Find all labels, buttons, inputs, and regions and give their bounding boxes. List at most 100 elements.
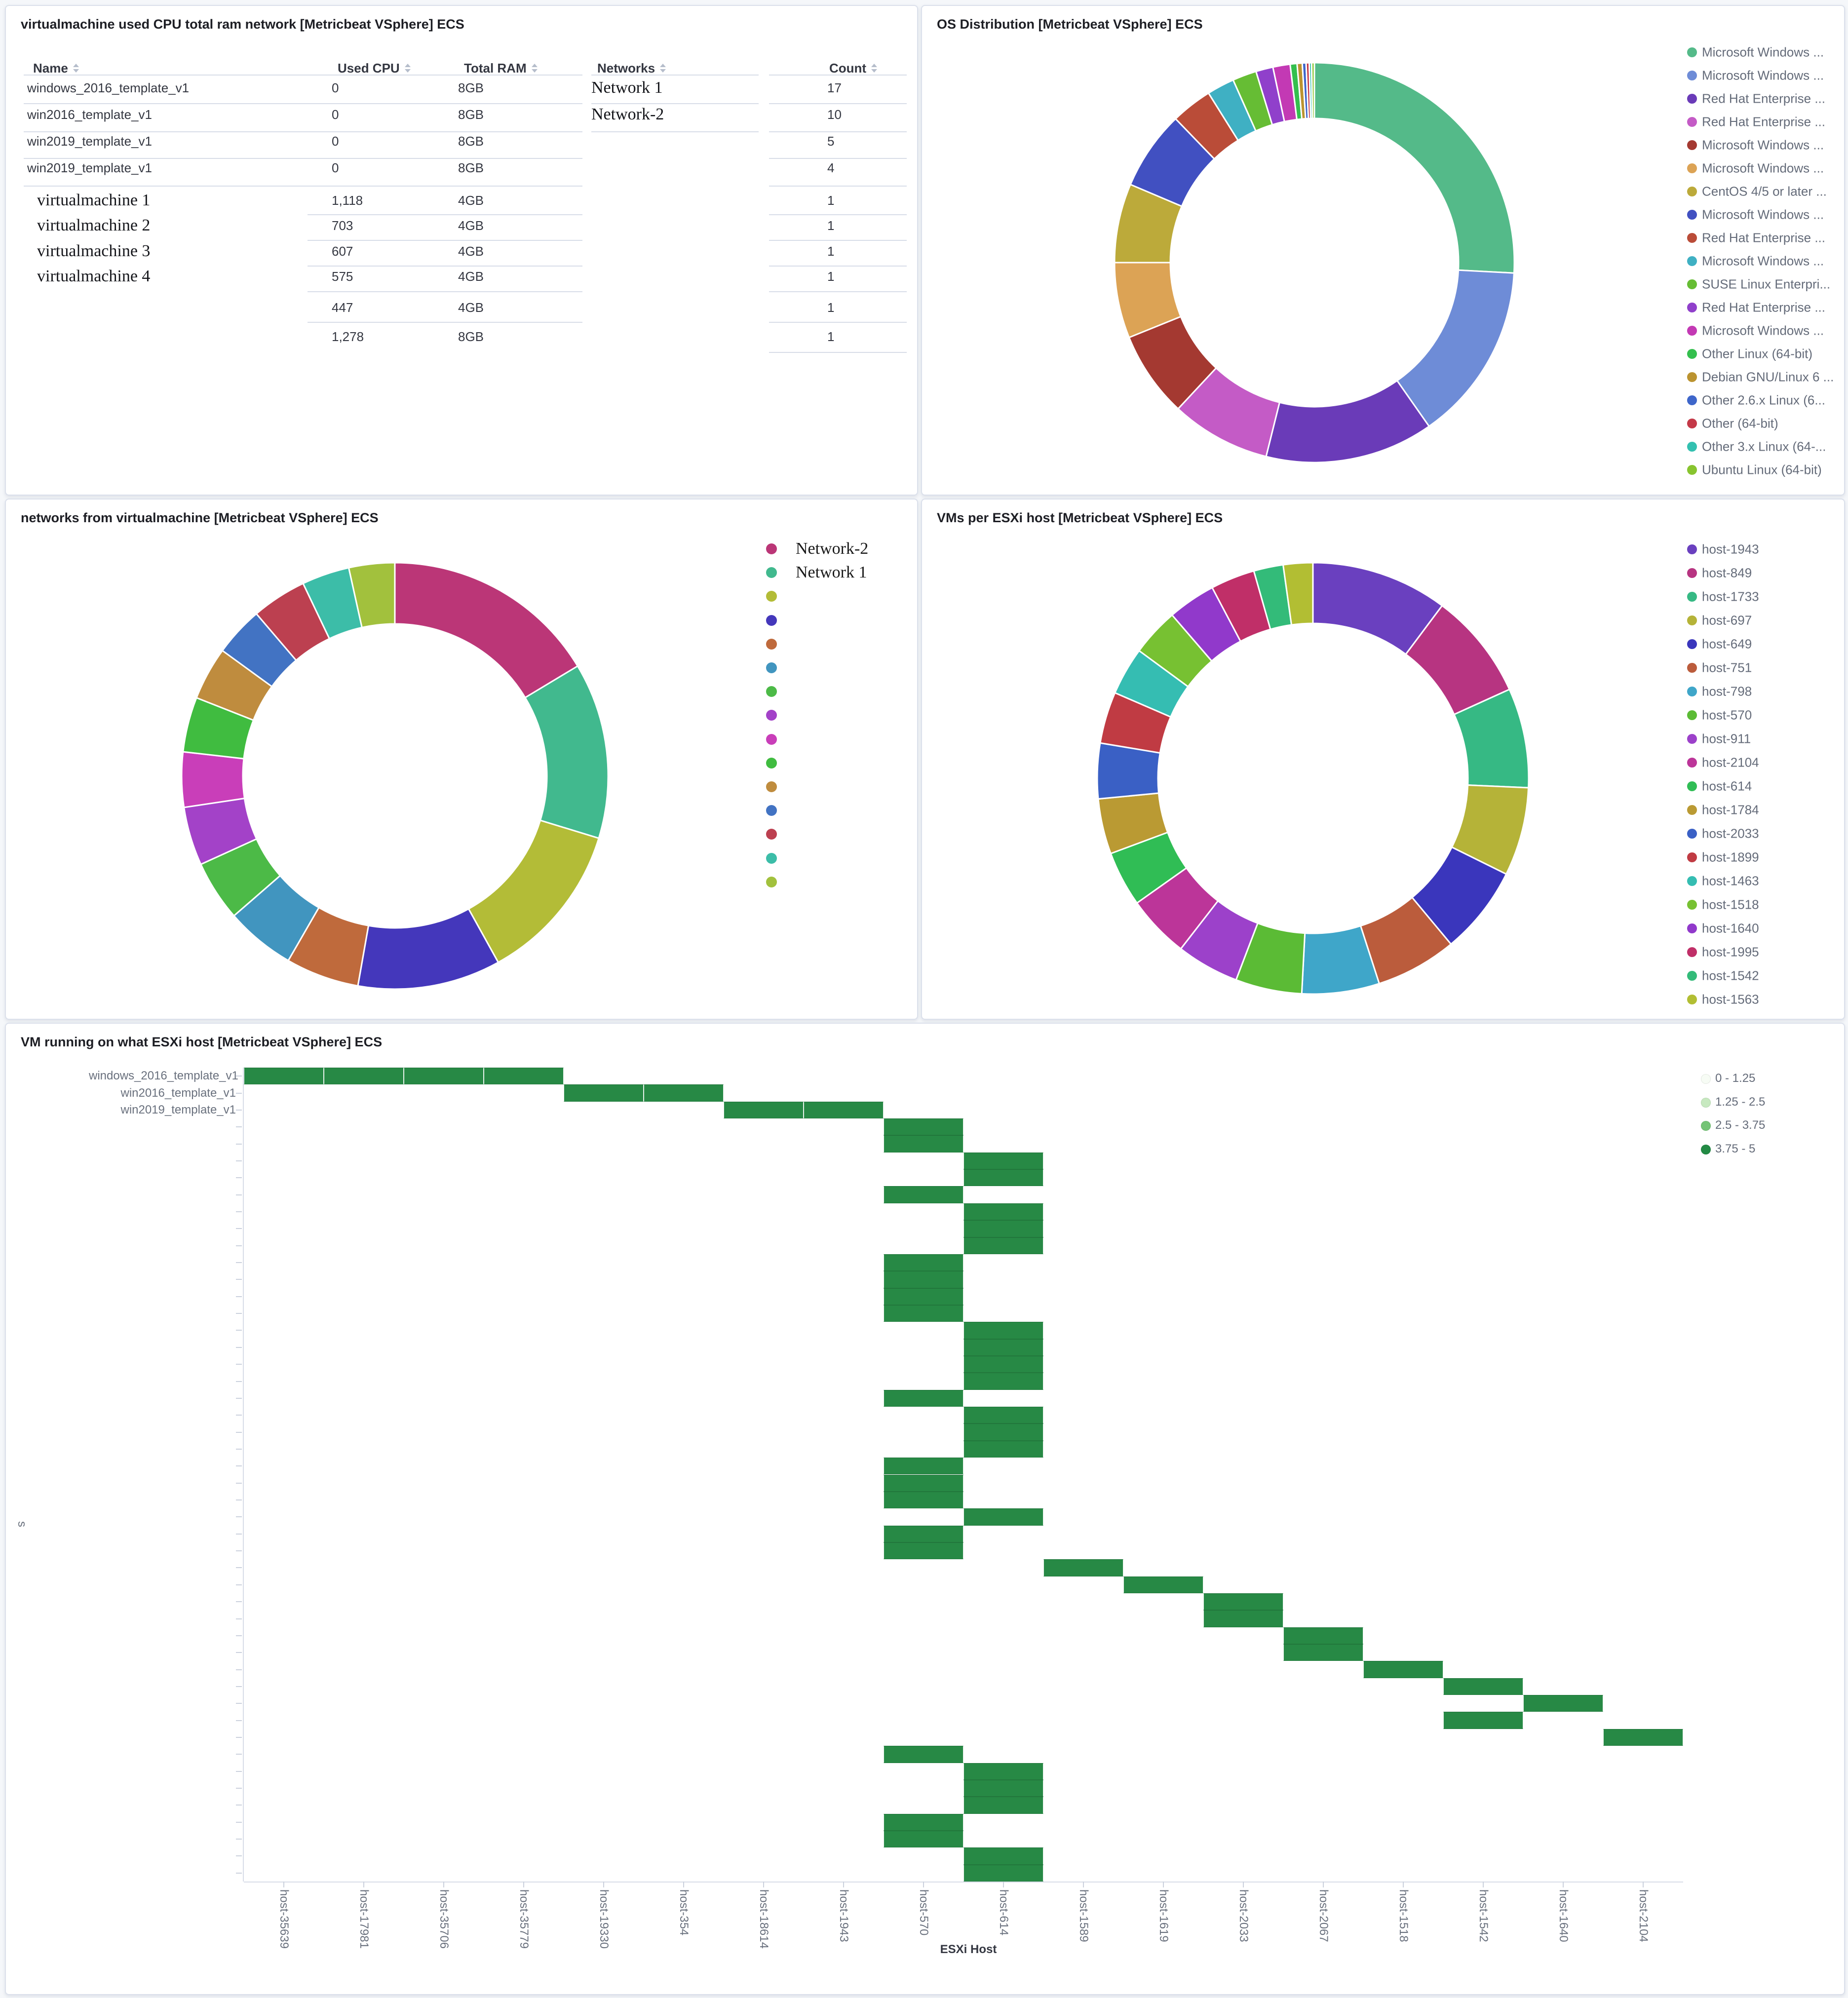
heatmap-cell[interactable] [963, 1779, 1043, 1797]
heatmap-cell[interactable] [484, 1068, 564, 1085]
legend-item[interactable]: Microsoft Windows ... [1702, 44, 1824, 60]
heatmap-cell[interactable] [963, 1407, 1043, 1424]
heatmap-cell[interactable] [884, 1254, 963, 1271]
pie-slice[interactable] [1310, 62, 1315, 119]
table-header-name[interactable]: Name [33, 59, 80, 77]
legend-item[interactable]: Network-2 [796, 539, 869, 558]
legend-item[interactable]: host-614 [1702, 778, 1752, 794]
heatmap-cell[interactable] [884, 1474, 963, 1492]
heatmap-cell[interactable] [963, 1847, 1043, 1865]
heatmap-cell[interactable] [884, 1186, 963, 1203]
heatmap-cell[interactable] [1283, 1627, 1363, 1645]
legend-item[interactable]: Other 3.x Linux (64-... [1702, 439, 1826, 454]
heatmap-cell[interactable] [1283, 1644, 1363, 1661]
legend-item[interactable]: host-1542 [1702, 968, 1759, 983]
heatmap-cell[interactable] [963, 1440, 1043, 1458]
panel-title-vm-heatmap[interactable]: VM running on what ESXi host [Metricbeat… [21, 1035, 383, 1049]
legend-item[interactable]: host-1518 [1702, 897, 1759, 912]
heatmap-cell[interactable] [1043, 1559, 1123, 1576]
legend-item[interactable]: host-1995 [1702, 944, 1759, 960]
heatmap-cell[interactable] [963, 1508, 1043, 1526]
legend-item[interactable]: Microsoft Windows ... [1702, 137, 1824, 153]
heatmap-cell[interactable] [963, 1797, 1043, 1814]
legend-item[interactable]: host-1943 [1702, 541, 1759, 557]
heatmap-cell[interactable] [884, 1305, 963, 1322]
heatmap-cell[interactable] [963, 1864, 1043, 1882]
heatmap-cell[interactable] [884, 1389, 963, 1407]
heatmap-cell[interactable] [244, 1068, 324, 1085]
panel-title-vm-table[interactable]: virtualmachine used CPU total ram networ… [21, 17, 464, 32]
heatmap-cell[interactable] [884, 1491, 963, 1509]
legend-item[interactable]: host-849 [1702, 565, 1752, 580]
heatmap-cell[interactable] [963, 1763, 1043, 1780]
legend-item[interactable]: Other 2.6.x Linux (6... [1702, 392, 1826, 408]
heatmap-cell[interactable] [884, 1118, 963, 1136]
heatmap-cell[interactable] [324, 1068, 404, 1085]
legend-item[interactable]: host-570 [1702, 707, 1752, 723]
legend-item[interactable]: 0 - 1.25 [1715, 1072, 1756, 1085]
heatmap-cell[interactable] [963, 1220, 1043, 1237]
legend-item[interactable]: Red Hat Enterprise ... [1702, 114, 1825, 129]
heatmap-cell[interactable] [963, 1203, 1043, 1221]
heatmap-cell[interactable] [884, 1746, 963, 1763]
legend-item[interactable]: Red Hat Enterprise ... [1702, 230, 1825, 245]
pie-slice[interactable] [1282, 562, 1314, 626]
heatmap-cell[interactable] [884, 1135, 963, 1153]
legend-item[interactable]: Microsoft Windows ... [1702, 323, 1824, 338]
legend-item[interactable]: Red Hat Enterprise ... [1702, 300, 1825, 315]
heatmap-cell[interactable] [1363, 1661, 1443, 1678]
legend-item[interactable]: CentOS 4/5 or later ... [1702, 184, 1827, 199]
heatmap-cell[interactable] [1443, 1712, 1523, 1729]
legend-item[interactable]: host-1733 [1702, 589, 1759, 604]
heatmap-cell[interactable] [884, 1271, 963, 1288]
heatmap-cell[interactable] [884, 1830, 963, 1848]
heatmap-cell[interactable] [963, 1339, 1043, 1356]
legend-item[interactable]: host-2033 [1702, 826, 1759, 841]
legend-item[interactable]: Other Linux (64-bit) [1702, 346, 1812, 361]
legend-item[interactable]: 3.75 - 5 [1715, 1142, 1756, 1155]
panel-title-vms-per-host[interactable]: VMs per ESXi host [Metricbeat VSphere] E… [937, 510, 1223, 525]
legend-item[interactable]: Microsoft Windows ... [1702, 207, 1824, 222]
heatmap-cell[interactable] [963, 1169, 1043, 1187]
table-header-used-cpu[interactable]: Used CPU [338, 59, 412, 77]
legend-item[interactable]: Red Hat Enterprise ... [1702, 91, 1825, 106]
heatmap-cell[interactable] [724, 1101, 804, 1119]
heatmap-cell[interactable] [963, 1373, 1043, 1390]
heatmap-cell[interactable] [644, 1084, 724, 1102]
legend-item[interactable]: host-751 [1702, 660, 1752, 675]
heatmap-cell[interactable] [1203, 1593, 1283, 1611]
legend-item[interactable]: host-1640 [1702, 921, 1759, 936]
legend-item[interactable]: Microsoft Windows ... [1702, 68, 1824, 83]
legend-item[interactable]: Microsoft Windows ... [1702, 253, 1824, 269]
heatmap-cell[interactable] [1123, 1576, 1203, 1593]
legend-item[interactable]: Microsoft Windows ... [1702, 160, 1824, 176]
panel-title-os-distribution[interactable]: OS Distribution [Metricbeat VSphere] ECS [937, 17, 1203, 32]
legend-item[interactable]: host-649 [1702, 636, 1752, 652]
table-header-total-ram[interactable]: Total RAM [464, 59, 539, 77]
heatmap-cell[interactable] [963, 1322, 1043, 1339]
table-header-count[interactable]: Count [829, 59, 878, 77]
heatmap-cell[interactable] [884, 1525, 963, 1542]
legend-item[interactable]: Network 1 [796, 563, 867, 582]
heatmap-cell[interactable] [963, 1152, 1043, 1170]
table-header-networks[interactable]: Networks [597, 59, 667, 77]
legend-item[interactable]: host-1784 [1702, 802, 1759, 817]
heatmap-cell[interactable] [1443, 1678, 1523, 1695]
pie-slice[interactable] [181, 751, 246, 808]
legend-item[interactable]: host-1563 [1702, 992, 1759, 1007]
legend-item[interactable]: host-2104 [1702, 755, 1759, 770]
heatmap-cell[interactable] [884, 1458, 963, 1475]
heatmap-cell[interactable] [404, 1068, 484, 1085]
legend-item[interactable]: Debian GNU/Linux 6 ... [1702, 369, 1834, 384]
heatmap-cell[interactable] [1523, 1695, 1603, 1712]
heatmap-cell[interactable] [564, 1084, 644, 1102]
pie-slice[interactable] [347, 562, 396, 629]
legend-item[interactable]: 2.5 - 3.75 [1715, 1118, 1766, 1132]
heatmap-cell[interactable] [963, 1237, 1043, 1254]
legend-item[interactable]: host-911 [1702, 731, 1751, 746]
heatmap-cell[interactable] [884, 1813, 963, 1831]
legend-item[interactable]: host-798 [1702, 684, 1752, 699]
legend-item[interactable]: SUSE Linux Enterpri... [1702, 276, 1831, 292]
legend-item[interactable]: host-697 [1702, 613, 1752, 628]
legend-item[interactable]: Other (64-bit) [1702, 416, 1778, 431]
